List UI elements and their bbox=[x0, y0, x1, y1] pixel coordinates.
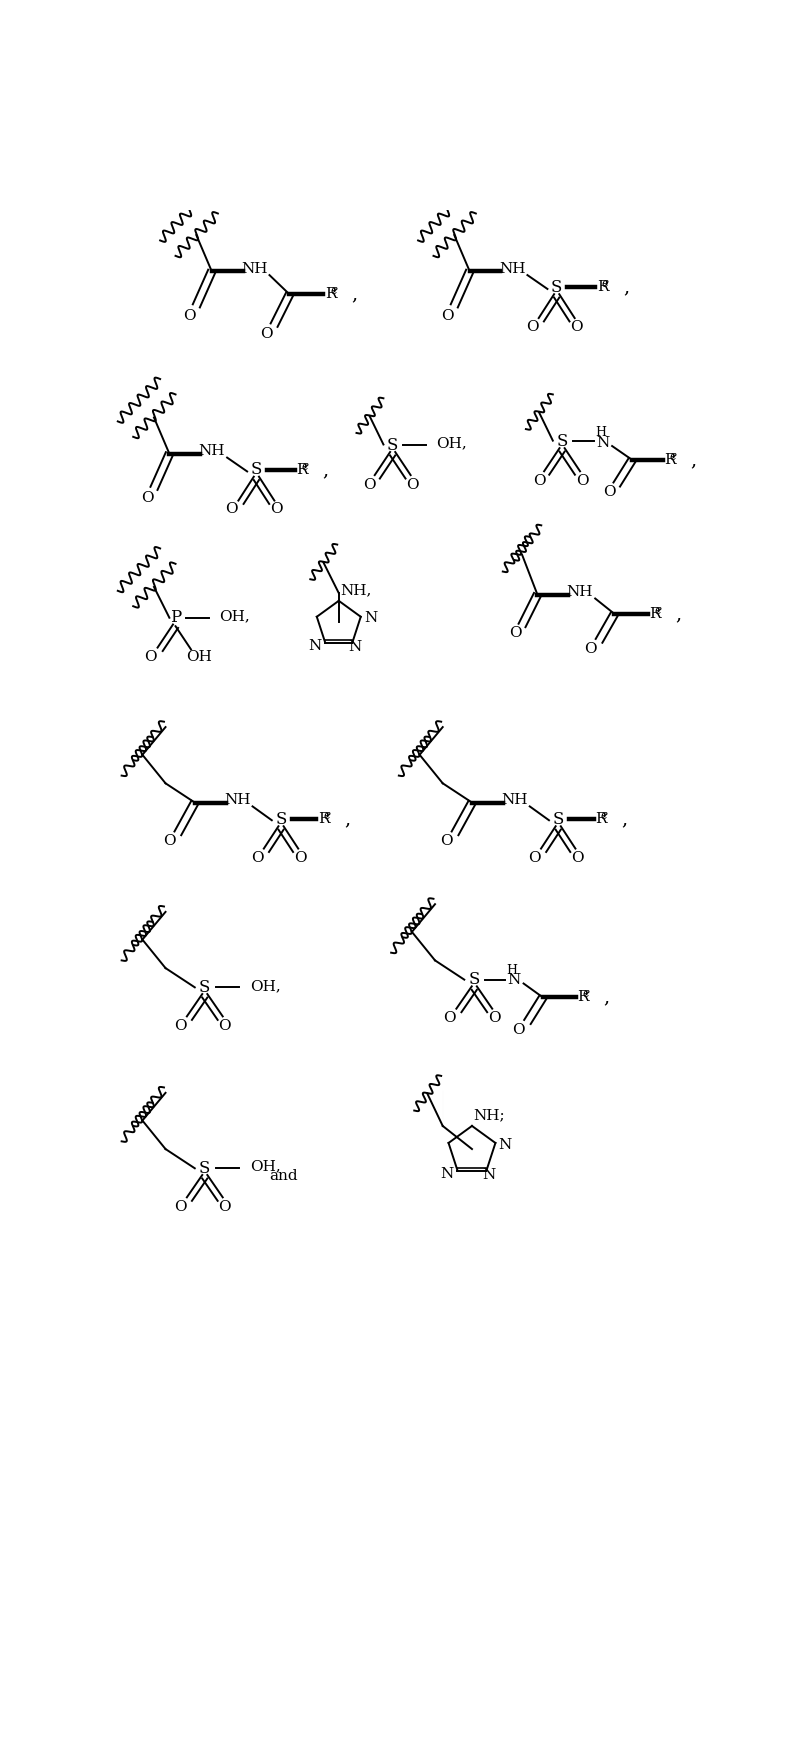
Text: O: O bbox=[140, 491, 153, 505]
Text: NH;: NH; bbox=[473, 1108, 504, 1122]
Text: O: O bbox=[584, 641, 596, 655]
Text: S: S bbox=[556, 433, 567, 451]
Text: R: R bbox=[325, 287, 336, 300]
Text: NH: NH bbox=[224, 793, 250, 807]
Text: N: N bbox=[481, 1169, 495, 1183]
Text: O: O bbox=[250, 851, 263, 865]
Text: O: O bbox=[443, 1012, 456, 1025]
Text: O: O bbox=[575, 473, 588, 487]
Text: NH,: NH, bbox=[340, 583, 371, 597]
Text: O: O bbox=[260, 327, 273, 341]
Text: R: R bbox=[648, 606, 660, 620]
Text: ,: , bbox=[690, 451, 696, 468]
Text: e: e bbox=[302, 459, 308, 473]
Text: R: R bbox=[318, 812, 329, 826]
Text: R: R bbox=[577, 991, 588, 1005]
Text: S: S bbox=[387, 437, 398, 454]
Text: O: O bbox=[488, 1012, 500, 1025]
Text: S: S bbox=[199, 1160, 210, 1177]
Text: e: e bbox=[323, 809, 330, 823]
Text: e: e bbox=[600, 809, 606, 823]
Text: R: R bbox=[664, 452, 675, 466]
Text: R: R bbox=[296, 463, 307, 477]
Text: e: e bbox=[330, 285, 337, 297]
Text: O: O bbox=[173, 1200, 186, 1214]
Text: ,: , bbox=[344, 811, 350, 828]
Text: and: and bbox=[269, 1169, 298, 1183]
Text: O: O bbox=[508, 625, 520, 639]
Text: NH: NH bbox=[566, 585, 593, 599]
Text: S: S bbox=[552, 811, 563, 828]
Text: e: e bbox=[654, 604, 661, 617]
Text: O: O bbox=[363, 477, 375, 491]
Text: O: O bbox=[183, 309, 196, 323]
Text: ,: , bbox=[622, 278, 628, 297]
Text: N: N bbox=[439, 1167, 453, 1181]
Text: O: O bbox=[163, 833, 176, 847]
Text: P: P bbox=[170, 610, 181, 625]
Text: O: O bbox=[528, 851, 540, 865]
Text: OH,: OH, bbox=[250, 978, 281, 992]
Text: R: R bbox=[596, 281, 607, 295]
Text: O: O bbox=[569, 320, 582, 334]
Text: ,: , bbox=[322, 461, 328, 479]
Text: NH: NH bbox=[198, 444, 225, 458]
Text: O: O bbox=[525, 320, 537, 334]
Text: O: O bbox=[440, 309, 453, 323]
Text: NH: NH bbox=[500, 793, 527, 807]
Text: N: N bbox=[596, 437, 609, 451]
Text: O: O bbox=[294, 851, 306, 865]
Text: O: O bbox=[173, 1019, 186, 1032]
Text: NH: NH bbox=[498, 262, 525, 276]
Text: ,: , bbox=[350, 285, 357, 304]
Text: S: S bbox=[468, 971, 480, 989]
Text: O: O bbox=[570, 851, 583, 865]
Text: OH,: OH, bbox=[435, 437, 466, 451]
Text: ,: , bbox=[603, 989, 609, 1006]
Text: S: S bbox=[275, 811, 286, 828]
Text: H: H bbox=[506, 964, 516, 977]
Text: OH: OH bbox=[185, 650, 211, 664]
Text: O: O bbox=[532, 473, 545, 487]
Text: N: N bbox=[507, 973, 520, 987]
Text: OH,: OH, bbox=[219, 610, 250, 624]
Text: e: e bbox=[669, 449, 676, 463]
Text: O: O bbox=[406, 477, 419, 491]
Text: e: e bbox=[602, 278, 608, 290]
Text: O: O bbox=[439, 833, 452, 847]
Text: ,: , bbox=[621, 811, 626, 828]
Text: O: O bbox=[144, 650, 157, 664]
Text: S: S bbox=[199, 978, 210, 996]
Text: O: O bbox=[218, 1200, 231, 1214]
Text: O: O bbox=[602, 486, 614, 500]
Text: O: O bbox=[511, 1022, 524, 1036]
Text: S: S bbox=[550, 280, 561, 295]
Text: O: O bbox=[218, 1019, 231, 1032]
Text: NH: NH bbox=[241, 262, 267, 276]
Text: N: N bbox=[498, 1137, 511, 1151]
Text: O: O bbox=[225, 501, 237, 515]
Text: e: e bbox=[582, 987, 589, 1001]
Text: OH,: OH, bbox=[250, 1160, 281, 1174]
Text: ,: , bbox=[674, 604, 681, 624]
Text: N: N bbox=[347, 639, 361, 653]
Text: R: R bbox=[594, 812, 606, 826]
Text: S: S bbox=[250, 461, 261, 479]
Text: H: H bbox=[594, 426, 606, 438]
Text: N: N bbox=[307, 639, 321, 653]
Text: N: N bbox=[363, 611, 377, 625]
Text: O: O bbox=[269, 501, 282, 515]
